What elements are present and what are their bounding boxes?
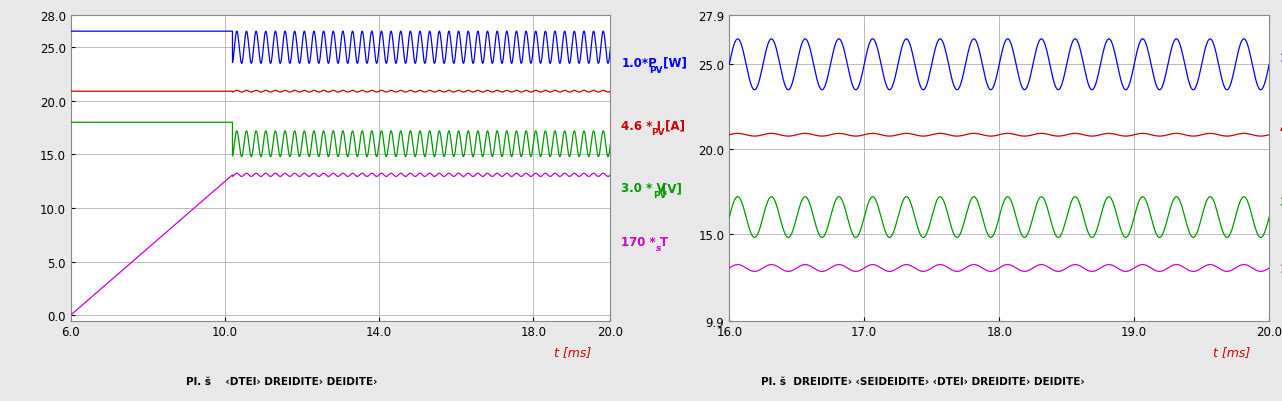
Text: 170.0 * T: 170.0 * T xyxy=(1279,263,1282,275)
Text: [W]: [W] xyxy=(659,57,686,70)
Text: s: s xyxy=(656,244,662,253)
Text: t [ms]: t [ms] xyxy=(554,345,591,358)
Text: 4.6 * I: 4.6 * I xyxy=(622,119,662,132)
Text: 1.0*P: 1.0*P xyxy=(622,57,656,70)
Text: [V]: [V] xyxy=(663,182,682,195)
Text: Pl. š  DREIDITE› ‹SEIDEIDITE› ‹DTEl› DREIDITE› DEIDITE›: Pl. š DREIDITE› ‹SEIDEIDITE› ‹DTEl› DREI… xyxy=(762,376,1085,386)
Text: [A]: [A] xyxy=(660,119,685,132)
Text: PV: PV xyxy=(649,66,663,75)
Text: PV: PV xyxy=(651,128,665,137)
Text: 170 * T: 170 * T xyxy=(622,235,668,248)
Text: t [ms]: t [ms] xyxy=(1213,345,1250,358)
Text: PV: PV xyxy=(653,190,667,199)
Text: 3.0 * V: 3.0 * V xyxy=(1279,195,1282,209)
Text: 3.0 * V: 3.0 * V xyxy=(622,182,665,195)
Text: 1.0 *P: 1.0 *P xyxy=(1279,52,1282,65)
Text: Pl. š    ‹DTEl› DREIDITE› DEIDITE›: Pl. š ‹DTEl› DREIDITE› DEIDITE› xyxy=(186,376,378,386)
Text: 4.6 * I: 4.6 * I xyxy=(1279,122,1282,135)
